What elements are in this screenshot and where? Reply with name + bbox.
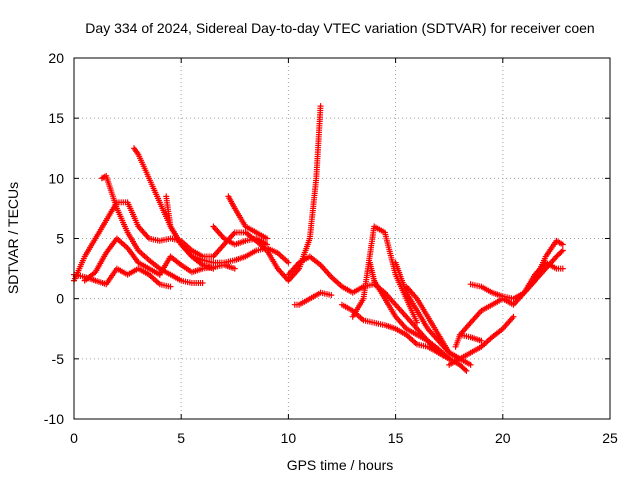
series-arc-6 bbox=[163, 193, 292, 266]
data-point bbox=[559, 241, 566, 248]
series-arc-2 bbox=[98, 172, 206, 286]
y-tick-label: -10 bbox=[44, 411, 64, 427]
data-point bbox=[264, 235, 270, 242]
data-point bbox=[559, 247, 566, 254]
y-tick-label: 15 bbox=[48, 110, 64, 126]
x-tick-label: 15 bbox=[388, 430, 404, 446]
series-arc-19 bbox=[456, 331, 485, 344]
x-tick-label: 25 bbox=[602, 430, 618, 446]
data-point bbox=[328, 292, 335, 299]
x-tick-label: 20 bbox=[495, 430, 511, 446]
series-arc-8 bbox=[225, 193, 270, 242]
series-arc-12 bbox=[349, 223, 420, 326]
data-point bbox=[446, 355, 453, 362]
x-tick-label: 0 bbox=[70, 430, 78, 446]
y-tick-label: -5 bbox=[52, 351, 65, 367]
data-point bbox=[414, 319, 420, 326]
data-point bbox=[264, 241, 270, 248]
data-point bbox=[478, 337, 485, 344]
x-tick-label: 5 bbox=[177, 430, 185, 446]
data-point bbox=[559, 265, 566, 272]
axis-ticks: 0 5 10 15 20 25 -10 -5 0 5 10 15 20 bbox=[44, 50, 618, 446]
data-point bbox=[317, 103, 324, 110]
series-arc-16 bbox=[446, 313, 517, 368]
data-point bbox=[285, 259, 292, 266]
data-point bbox=[467, 361, 474, 368]
data-point bbox=[199, 280, 206, 286]
series-arc-20 bbox=[521, 259, 566, 296]
y-tick-label: 20 bbox=[48, 50, 64, 66]
series-arc-21 bbox=[291, 289, 335, 308]
y-tick-label: 10 bbox=[48, 170, 64, 186]
plot-frame bbox=[73, 57, 611, 420]
series-arc-9 bbox=[210, 223, 270, 248]
series-arc-15 bbox=[403, 283, 474, 368]
data-points bbox=[71, 103, 566, 374]
x-tick-label: 10 bbox=[281, 430, 297, 446]
data-point bbox=[510, 313, 517, 320]
data-point bbox=[167, 283, 174, 290]
data-point bbox=[462, 366, 469, 373]
series-arc-7 bbox=[156, 253, 238, 278]
chart-title: Day 334 of 2024, Sidereal Day-to-day VTE… bbox=[85, 20, 594, 36]
y-axis-label: SDTVAR / TECUs bbox=[5, 182, 21, 294]
data-point bbox=[231, 265, 238, 272]
series-arc-13 bbox=[366, 259, 453, 362]
series-arc-1 bbox=[71, 103, 324, 284]
data-point bbox=[558, 248, 565, 255]
data-point bbox=[463, 367, 470, 374]
y-tick-label: 5 bbox=[56, 231, 64, 247]
y-tick-label: 0 bbox=[56, 291, 64, 307]
grid-lines bbox=[74, 58, 610, 419]
x-axis-label: GPS time / hours bbox=[287, 457, 394, 473]
